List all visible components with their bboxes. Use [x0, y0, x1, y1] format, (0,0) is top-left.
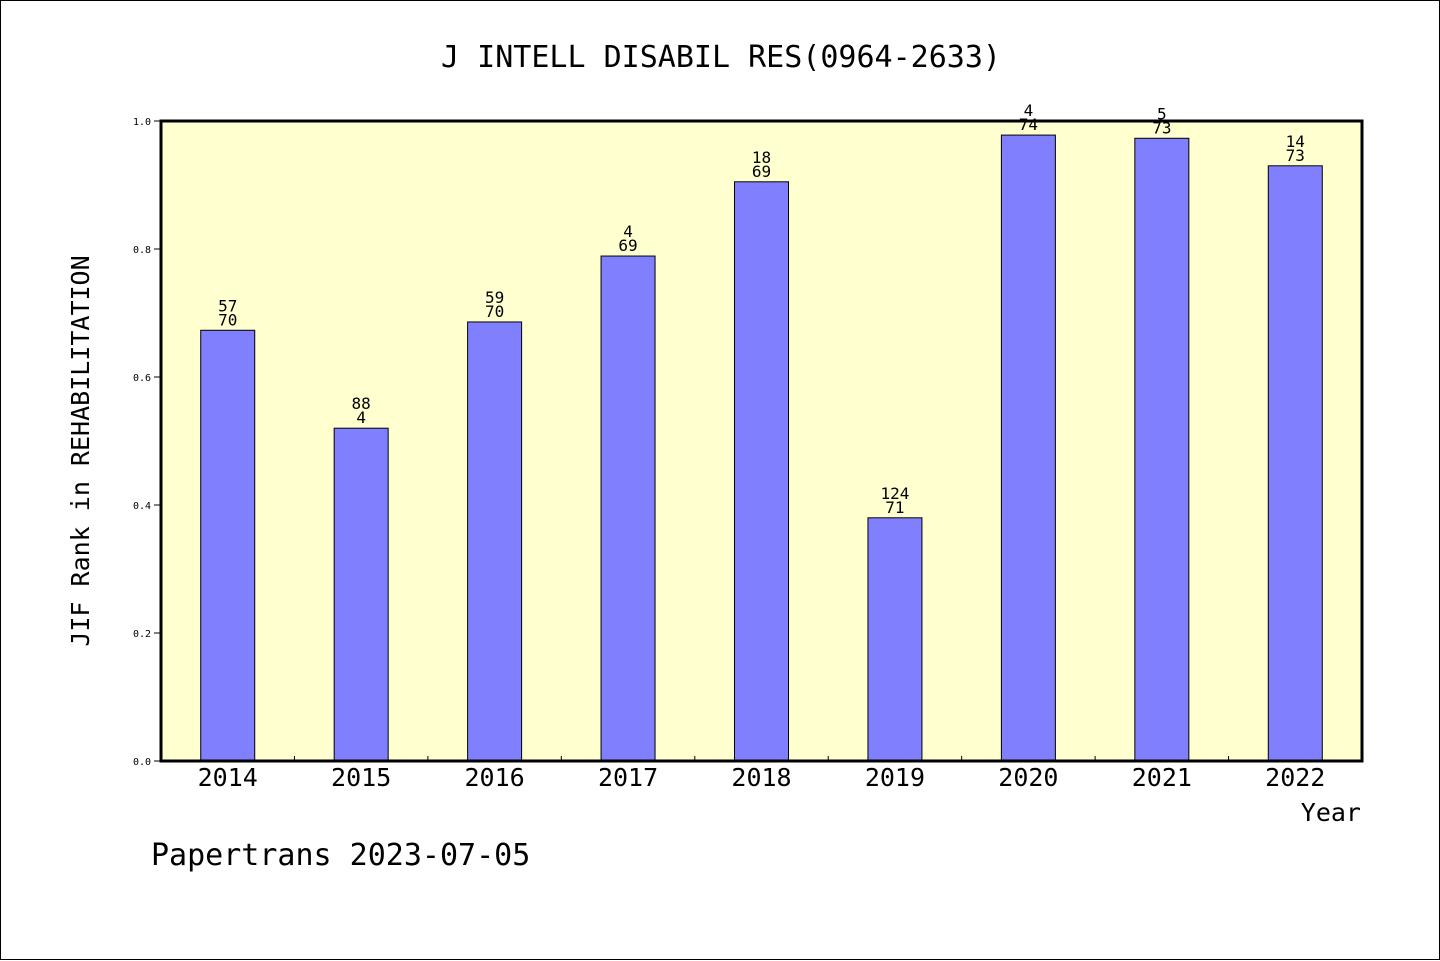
bar-label-2019-total: 71	[885, 498, 904, 517]
bar-label-2014-total: 70	[218, 310, 237, 329]
bar-2017	[600, 255, 656, 762]
bar-2018	[734, 181, 789, 762]
y-axis-label: JIF Rank in REHABILITATION	[66, 255, 95, 646]
bar-2015	[333, 427, 389, 762]
x-tick-label-2019: 2019	[865, 763, 925, 792]
y-tick-label-3: 0.6	[133, 373, 151, 384]
x-tick-label-2021: 2021	[1132, 763, 1192, 792]
bar-label-2022-total: 73	[1286, 146, 1305, 165]
bar-2016	[467, 321, 523, 762]
bar-label-2018-rank: 18	[752, 148, 771, 167]
x-tick-label-2014: 2014	[198, 763, 258, 792]
plot-border	[159, 119, 1364, 763]
bar-label-2016-total: 70	[485, 302, 504, 321]
bar-label-2017-rank: 4	[623, 222, 633, 241]
y-tick-label-4: 0.8	[133, 245, 151, 256]
bar-label-2014-rank: 57	[218, 296, 237, 315]
x-tick-label-2015: 2015	[331, 763, 391, 792]
bar-label-2018-total: 69	[752, 162, 771, 181]
bar-2022	[1267, 165, 1323, 762]
bar-label-2019-rank: 124	[880, 484, 909, 503]
bar-2021	[1134, 137, 1190, 762]
bar-label-2021-total: 73	[1152, 118, 1171, 137]
chart-title: J INTELL DISABIL RES(0964-2633)	[441, 40, 1001, 75]
y-tick-label-2: 0.4	[133, 501, 151, 512]
y-axis-ticks: 0.0 0.2 0.4 0.6 0.8 1.0	[133, 117, 161, 768]
bar-label-2016-rank: 59	[485, 288, 504, 307]
y-tick-label-1: 0.2	[133, 629, 151, 640]
bar-label-2022-rank: 14	[1286, 132, 1305, 151]
bar-label-2020-rank: 4	[1024, 101, 1034, 120]
footer-credit: Papertrans 2023-07-05	[151, 838, 530, 873]
bar-label-2017-total: 69	[618, 236, 637, 255]
x-tick-label-2018: 2018	[731, 763, 791, 792]
bar-2020	[1000, 134, 1056, 762]
y-tick-label-5: 1.0	[133, 117, 151, 128]
y-tick-label-0: 0.0	[133, 757, 151, 768]
bar-label-2015-rank: 88	[352, 394, 371, 413]
x-axis-ticks: 2014 2015 2016 2017 2018 2019 2020 2021 2022	[198, 756, 1325, 792]
x-axis-label: Year	[1301, 798, 1361, 827]
bar-2019	[867, 517, 923, 762]
bar-label-2015-total: 4	[356, 408, 366, 427]
bar-2014	[200, 329, 256, 762]
bar-label-2020-total: 74	[1019, 115, 1038, 134]
bar-label-2021-rank: 5	[1157, 104, 1167, 123]
x-tick-label-2016: 2016	[465, 763, 525, 792]
bars-group	[200, 134, 1323, 762]
x-tick-label-2022: 2022	[1265, 763, 1325, 792]
x-tick-label-2020: 2020	[998, 763, 1058, 792]
x-tick-label-2017: 2017	[598, 763, 658, 792]
